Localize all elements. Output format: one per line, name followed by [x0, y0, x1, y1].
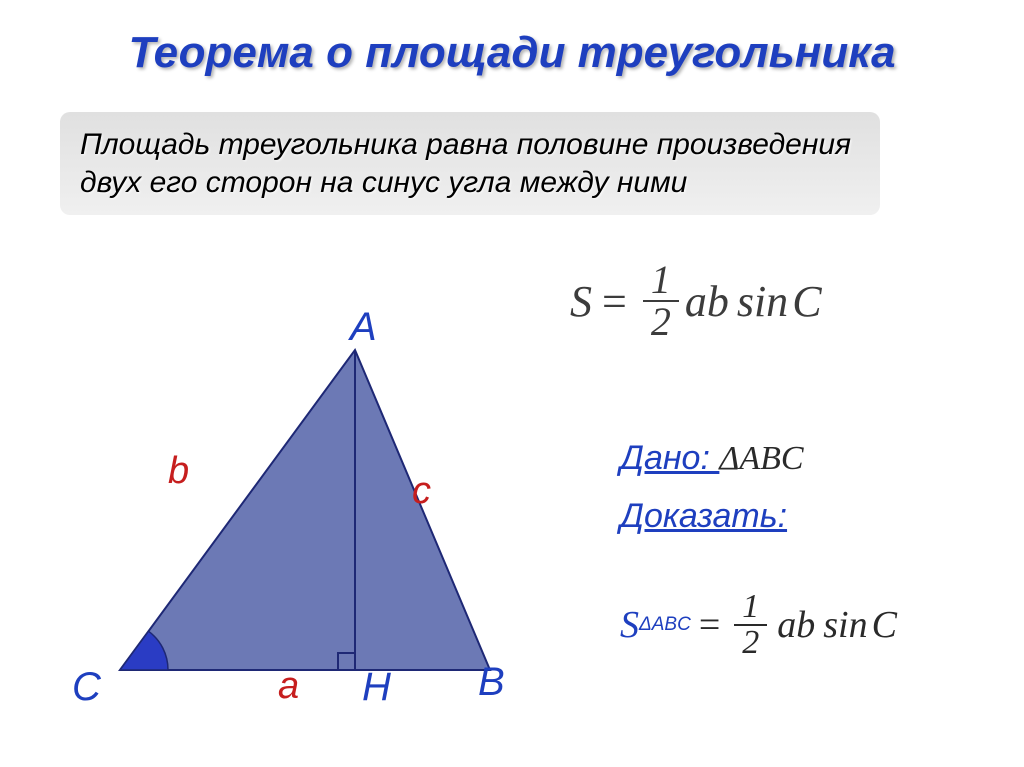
formula-sin: sin — [737, 276, 788, 327]
formula-S: S — [570, 276, 592, 327]
dano-triangle: ΔABC — [719, 440, 803, 477]
formula-den: 2 — [643, 302, 679, 342]
formula-eq: = — [602, 276, 627, 327]
given-line: Дано: ΔABC — [620, 430, 804, 488]
prove-formula: S ΔABC = 1 2 ab sin C — [620, 590, 897, 660]
prove-sub: ΔABC — [639, 614, 691, 636]
area-formula: S = 1 2 ab sin C — [570, 260, 822, 342]
prove-fraction: 1 2 — [734, 590, 767, 660]
formula-C: C — [792, 276, 821, 327]
side-c: c — [412, 470, 431, 513]
vertex-B: B — [478, 660, 505, 705]
formula-ab: ab — [685, 276, 729, 327]
prove-S: S — [620, 603, 639, 647]
theorem-text: Площадь треугольника равна половине прои… — [80, 128, 851, 199]
side-b: b — [168, 450, 189, 493]
theorem-statement-box: Площадь треугольника равна половине прои… — [60, 112, 880, 215]
page-title: Теорема о площади треугольника — [128, 28, 895, 78]
prove-eq: = — [699, 603, 720, 647]
side-a: a — [278, 665, 299, 708]
prove-num: 1 — [734, 590, 767, 626]
triangle-shape — [120, 350, 490, 670]
given-block: Дано: ΔABC Доказать: — [620, 430, 804, 546]
formula-num: 1 — [643, 260, 679, 302]
prove-label: Доказать: — [620, 488, 804, 546]
triangle-diagram — [60, 300, 560, 720]
foot-H: H — [362, 665, 391, 710]
vertex-A: A — [350, 305, 377, 350]
prove-ab: ab — [777, 603, 815, 647]
dano-label: Дано: — [620, 439, 719, 477]
prove-sin: sin — [823, 603, 867, 647]
vertex-C: C — [72, 665, 101, 710]
prove-C: C — [872, 603, 897, 647]
prove-den: 2 — [734, 626, 767, 660]
formula-fraction: 1 2 — [643, 260, 679, 342]
